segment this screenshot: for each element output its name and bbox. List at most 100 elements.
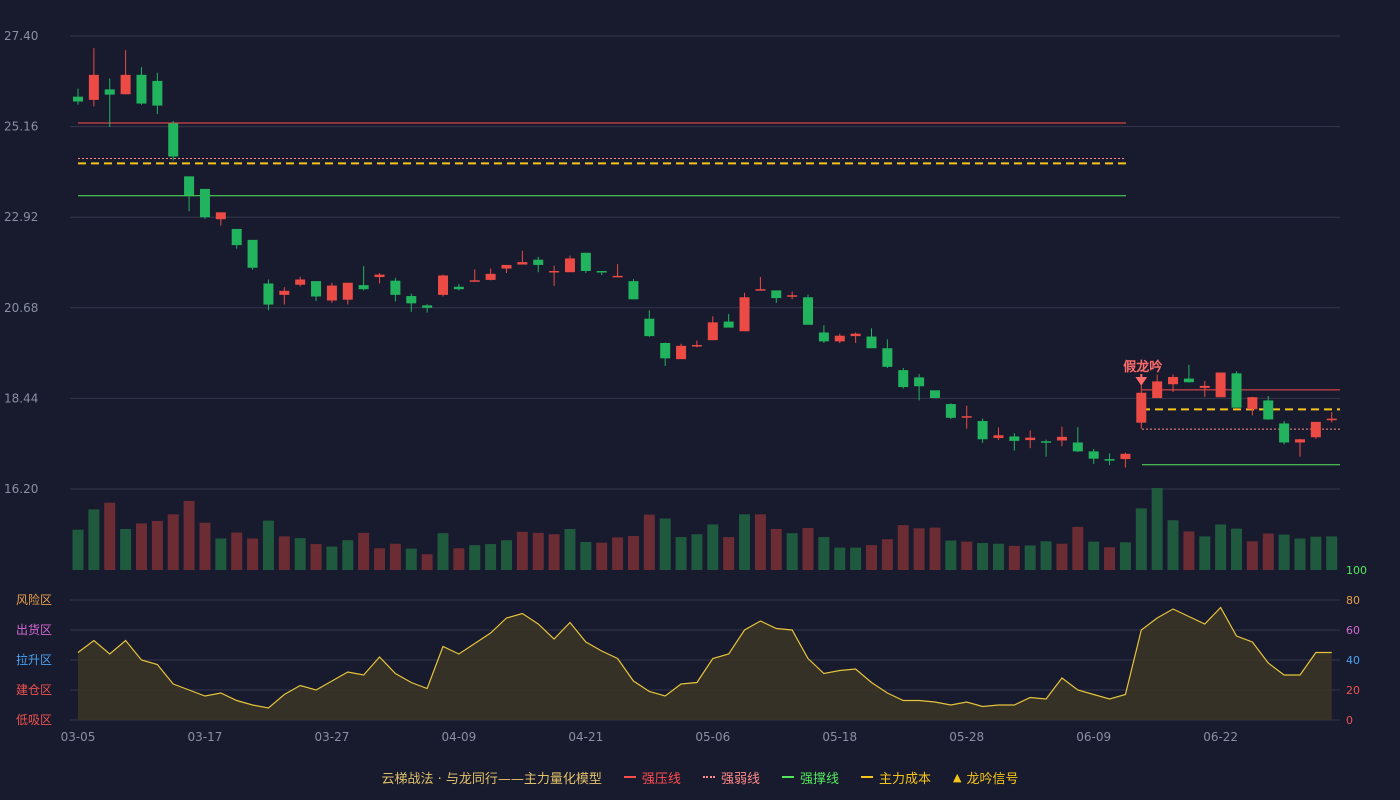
candle-body <box>755 289 766 291</box>
volume-bar <box>548 534 560 570</box>
volume-bar <box>1199 536 1211 570</box>
volume-bar <box>786 533 798 570</box>
volume-bar <box>500 540 512 570</box>
candle-body <box>326 285 337 301</box>
legend-swatch-weak <box>702 776 715 778</box>
volume-bar <box>1231 528 1243 570</box>
date-axis: 03-05 03-17 03-27 04-09 04-21 05-06 05-18 05-28… <box>61 730 1239 744</box>
volume-bar <box>405 548 417 570</box>
price-tick-label: 16.20 <box>4 482 38 496</box>
candle-body <box>1136 392 1147 423</box>
volume-bar <box>1246 541 1258 570</box>
candle-body <box>485 273 496 280</box>
volume-bar <box>627 536 639 570</box>
candle-body <box>215 212 226 220</box>
price-grid <box>70 35 1340 490</box>
signal-annotation: 假龙吟 <box>1123 359 1162 386</box>
zone-label: 出货区 <box>16 622 52 637</box>
volume-bar <box>1215 524 1227 570</box>
candle-body <box>787 295 798 297</box>
volume-bar <box>739 514 751 570</box>
zone-label: 风险区 <box>16 592 52 607</box>
volume-bar <box>262 520 274 570</box>
volume-bar <box>1294 538 1306 570</box>
volume-bar <box>913 528 925 570</box>
price-tick-label: 22.92 <box>4 210 38 224</box>
date-tick-label: 05-18 <box>822 730 857 744</box>
legend-item-resistance[interactable]: 强压线 <box>623 768 681 787</box>
candle-body <box>390 280 401 295</box>
volume-bar <box>1008 545 1020 570</box>
candle-body <box>914 377 925 387</box>
volume-bar <box>120 529 132 570</box>
candle-body <box>374 274 385 278</box>
volume-bar <box>1056 543 1068 570</box>
volume-bar <box>342 540 354 570</box>
legend-swatch-cost <box>860 776 873 778</box>
candle-body <box>628 281 639 300</box>
volume-bar <box>389 543 401 570</box>
volume-bar <box>564 529 576 570</box>
candle-body <box>1231 373 1242 408</box>
volume-bar <box>516 531 528 570</box>
indicator-series <box>77 606 1332 720</box>
candle-body <box>993 435 1004 439</box>
volume-bar <box>135 523 147 570</box>
volume-bar <box>1104 547 1116 570</box>
candle-body <box>1152 381 1163 398</box>
volume-bar <box>580 541 592 570</box>
date-tick-label: 03-05 <box>61 730 96 744</box>
candle-body <box>612 275 623 278</box>
candle-body <box>247 239 258 268</box>
candle-body <box>564 258 575 273</box>
volume-bar <box>881 539 893 570</box>
down-arrow-icon <box>1135 374 1148 386</box>
legend-label: 强撑线 <box>799 771 839 787</box>
candle-body <box>88 74 99 100</box>
legend-swatch-resistance <box>623 776 636 778</box>
volume-bar <box>1278 534 1290 570</box>
price-tick-label: 20.68 <box>4 301 38 315</box>
volume-bar <box>278 536 290 570</box>
date-tick-label: 05-06 <box>695 730 730 744</box>
candle-body <box>1056 436 1067 441</box>
volume-bar <box>707 524 719 570</box>
legend-label: 强压线 <box>641 771 681 787</box>
legend-label: 龙吟信号 <box>966 771 1019 787</box>
candle-body <box>739 297 750 332</box>
candle-body <box>707 322 718 341</box>
volume-bar <box>723 537 735 570</box>
indicator-tick-label: 60 <box>1346 624 1360 637</box>
candle-body <box>1310 421 1321 438</box>
volume-bar <box>532 532 544 570</box>
candle-body <box>929 390 940 398</box>
legend-item-signal[interactable]: ▲ 龙吟信号 <box>953 768 1018 787</box>
indicator-line <box>77 606 1332 709</box>
candle-body <box>898 370 909 388</box>
legend-item-cost[interactable]: 主力成本 <box>860 768 931 787</box>
candle-body <box>358 285 369 290</box>
candle-body <box>1120 453 1131 460</box>
candle-body <box>1199 385 1210 388</box>
volume-bar <box>992 543 1004 570</box>
candle-body <box>104 89 115 95</box>
volume-bar <box>183 500 195 570</box>
price-axis: 27.40 25.16 22.92 20.68 18.44 16.20 <box>4 29 38 496</box>
legend-item-weak[interactable]: 强弱线 <box>702 768 760 787</box>
candle-body <box>1025 437 1036 441</box>
candle-body <box>723 321 734 328</box>
volume-bar <box>897 525 909 570</box>
legend-item-support[interactable]: 强撑线 <box>781 768 839 787</box>
candle-body <box>961 416 972 418</box>
candle-body <box>199 188 210 218</box>
volume-bar <box>1151 488 1163 570</box>
volume-bar <box>945 540 957 570</box>
volume-bar <box>1040 541 1052 570</box>
legend-swatch-support <box>781 776 794 778</box>
volume-bar <box>1167 520 1179 570</box>
volume-bar <box>1119 542 1131 570</box>
candle-body <box>279 290 290 295</box>
volume-bar <box>802 527 814 570</box>
volume-bar <box>754 514 766 570</box>
